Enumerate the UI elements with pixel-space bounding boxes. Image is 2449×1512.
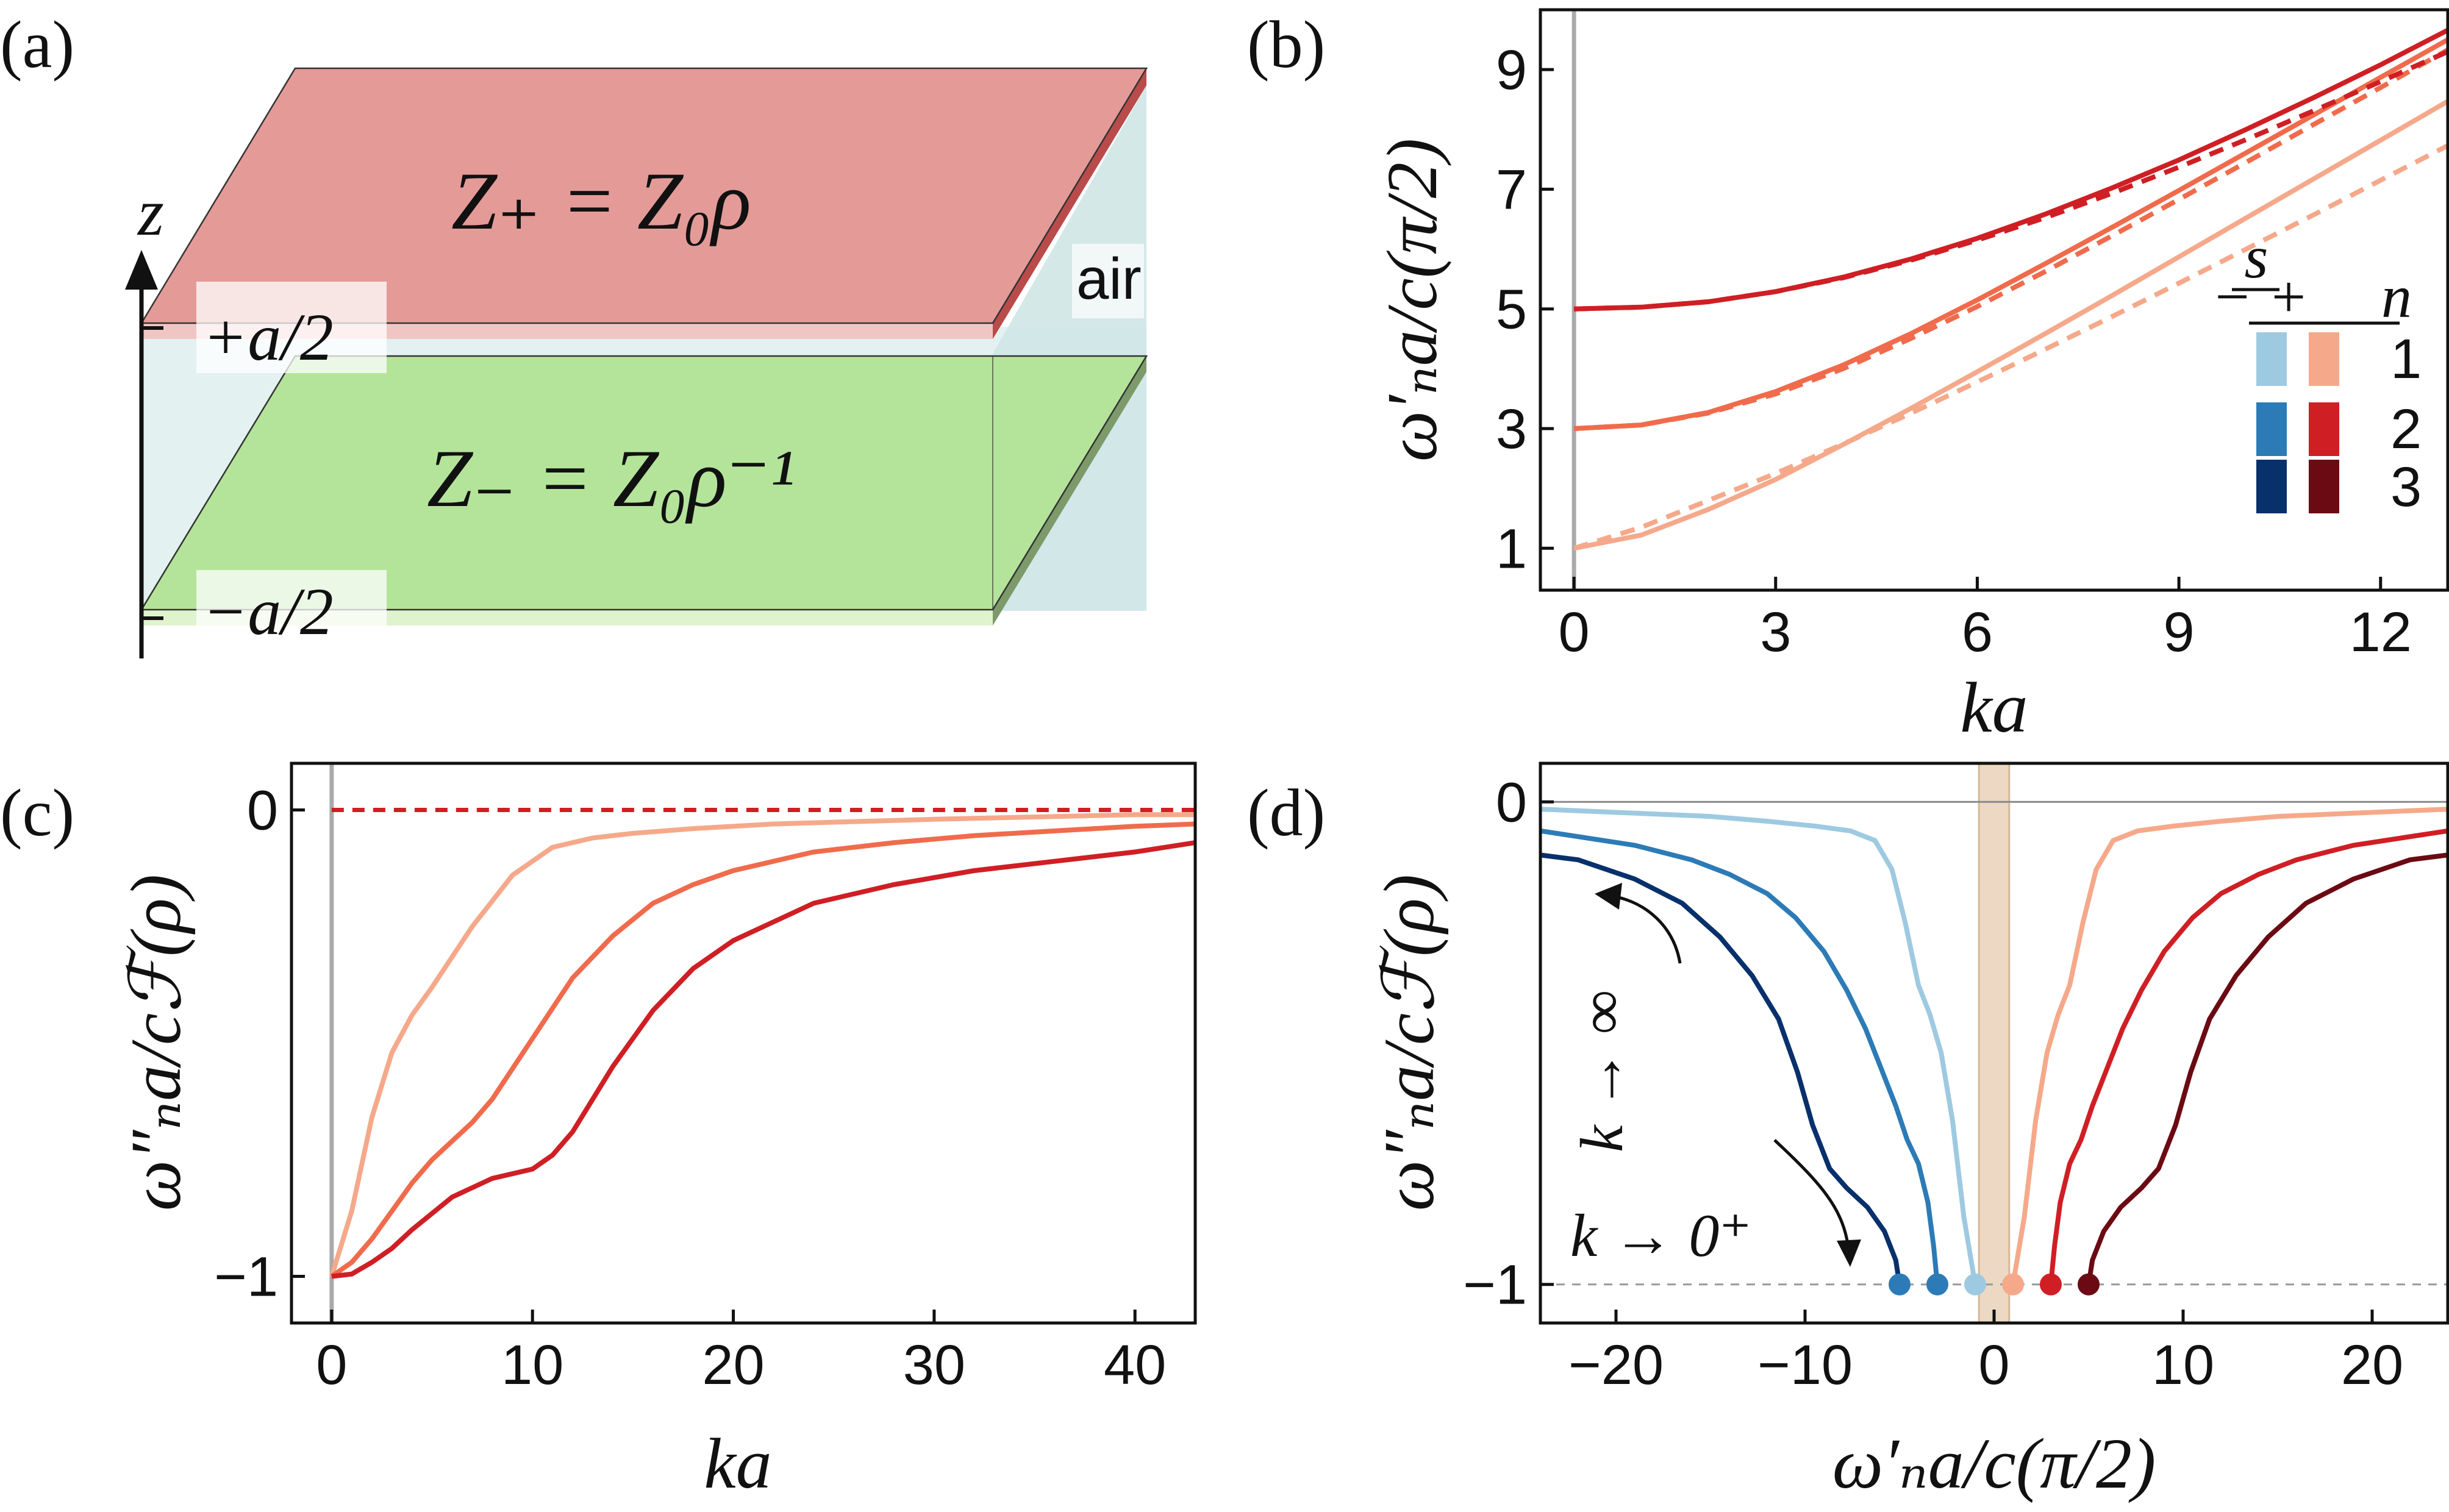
panel-b-ytick-label: 5: [1496, 279, 1527, 341]
panel-c-xtick-label: 40: [1104, 1334, 1166, 1396]
panel-d-series-3: [2011, 807, 2448, 1285]
legend-sign-header: − +: [2211, 263, 2309, 330]
bottom-slab-side-face: [993, 356, 1146, 626]
panel-b-xtick-label: 0: [1559, 601, 1590, 663]
z-axis-label: z: [137, 175, 164, 249]
panel-d-ylabel: ω″ₙa/cℱ(ρ): [1369, 874, 1449, 1211]
panel-b-xtick-label: 12: [2350, 601, 2412, 663]
panel-d-point-0: [1889, 1273, 1911, 1296]
panel-d-ytick-label: 0: [1496, 771, 1527, 833]
panel-d-band: [1979, 763, 2009, 1323]
panel-c-ytick-label: 0: [247, 780, 278, 842]
panel-d-xlabel: ω′ₙa/c(π/2): [1832, 1424, 2156, 1503]
panel-d-series-2: [1540, 852, 1902, 1285]
panel-c-xlabel: ka: [704, 1424, 771, 1503]
z-axis-arrow-icon: [125, 250, 158, 290]
panel-b-xlabel: ka: [1960, 668, 2028, 747]
panel-c-xtick-label: 0: [316, 1334, 347, 1396]
panel-d-series-1: [1540, 828, 1940, 1285]
panel-b-ylabel: ω′ₙa/c(π/2): [1372, 138, 1452, 462]
bottom-slab-top-face: [141, 356, 1146, 610]
panel-b-series-n1-dashed: [1573, 143, 2449, 551]
panel-c-frame: [290, 761, 1197, 1325]
panel-c-series-n3: [331, 840, 1196, 1279]
panel-c-ytick-label: −1: [214, 1246, 278, 1308]
top-impedance-label: Z₊ = Z₀ρ: [451, 156, 751, 247]
panel-d-xtick-label: 0: [1978, 1334, 2009, 1396]
panel-d-series-4: [2048, 828, 2448, 1285]
panel-b-label: (b): [1247, 7, 1325, 82]
panel-d-chart: (d) −20 −10 0 10 20 0 −1 ω′ₙa/c(π/2) ω″ₙa/cℱ(ρ…: [1247, 761, 2449, 1503]
panel-c-series-n2: [330, 821, 1196, 1278]
legend-row-1: 1: [2390, 328, 2422, 390]
annotation-k-zero: k → 0⁺: [1570, 1202, 1751, 1269]
panel-d-xtick-label: 20: [2341, 1334, 2403, 1396]
bottom-impedance-label: Z₋ = Z₀ρ⁻¹: [427, 433, 795, 524]
panel-c-ylabel: ω″ₙa/cℱ(ρ): [116, 874, 196, 1211]
panel-b-ytick-label: 7: [1496, 159, 1527, 221]
annotation-arrow-infinity: [1612, 894, 1682, 964]
panel-b-series-n3-dashed: [1573, 49, 2449, 312]
panel-d-point-3: [2002, 1273, 2024, 1296]
legend-row-2: 2: [2390, 398, 2422, 460]
annotation-k-infinity: k → ∞: [1568, 990, 1636, 1152]
panel-b-ytick-label: 9: [1496, 39, 1527, 101]
legend-swatch-plus-2: [2309, 402, 2339, 456]
minus-half-a-label: −a/2: [202, 574, 334, 649]
panel-d-point-1: [1926, 1273, 1948, 1296]
annotation-arrow-zero: [1773, 1139, 1850, 1244]
panel-c-chart: (c) 0 10 20 30 40 0 −1 ka ω″ₙa/cℱ(ρ): [0, 761, 1197, 1503]
plus-half-a-label: +a/2: [202, 300, 334, 374]
panel-c-label: (c): [0, 776, 74, 850]
panel-b-xtick-label: 3: [1760, 601, 1791, 663]
legend-s-header: s: [2245, 223, 2268, 291]
panel-d-xtick-label: −20: [1568, 1334, 1664, 1396]
panel-d-point-2: [1964, 1273, 1986, 1296]
legend-row-3: 3: [2390, 456, 2422, 518]
panel-d-ytick-label: −1: [1463, 1254, 1527, 1316]
panel-d-series-5: [2086, 852, 2448, 1285]
annotation-arrowhead-infinity-icon: [1595, 883, 1622, 910]
panel-d-label: (d): [1247, 776, 1325, 850]
panel-c-xtick-label: 30: [903, 1334, 965, 1396]
legend-swatch-plus-3: [2309, 460, 2339, 513]
legend-n-header: n: [2381, 263, 2412, 330]
annotation-arrowhead-zero-icon: [1837, 1239, 1861, 1267]
air-label: air: [1076, 246, 1142, 312]
panel-b-series-n1-solid: [1573, 99, 2449, 551]
panel-b-frame: [1539, 8, 2449, 592]
legend-swatch-plus-1: [2309, 332, 2339, 386]
panel-b-series-n2-dashed: [1573, 48, 2449, 431]
panel-a-label: (a): [0, 7, 74, 82]
legend-swatch-minus-1: [2256, 332, 2287, 386]
panel-d-xtick-label: 10: [2152, 1334, 2214, 1396]
legend-swatch-minus-3: [2256, 460, 2287, 513]
panel-d-point-5: [2078, 1273, 2100, 1296]
panel-c-series-n1: [329, 812, 1195, 1277]
panel-b-xtick-label: 6: [1962, 601, 1993, 663]
legend: s − + n 1 2 3: [2211, 223, 2422, 518]
panel-b-xtick-label: 9: [2164, 601, 2195, 663]
legend-swatch-minus-2: [2256, 402, 2287, 456]
panel-b-series-n3-solid: [1573, 27, 2449, 312]
panel-b-ytick-label: 3: [1496, 398, 1527, 460]
panel-a-schematic: (a) z +a/2 −a/2 Z₊ = Z₀ρ Z₋ = Z₀ρ⁻¹ air: [0, 7, 1148, 658]
panel-c-xtick-label: 20: [702, 1334, 764, 1396]
panel-b-ytick-label: 1: [1496, 518, 1527, 580]
panel-c-xtick-label: 10: [501, 1334, 563, 1396]
top-slab-top-face: [141, 68, 1146, 323]
panel-d-xtick-label: −10: [1757, 1334, 1853, 1396]
top-slab-side-face: [993, 68, 1146, 339]
panel-d-point-4: [2040, 1273, 2062, 1296]
panel-d-series-0: [1540, 807, 1978, 1285]
